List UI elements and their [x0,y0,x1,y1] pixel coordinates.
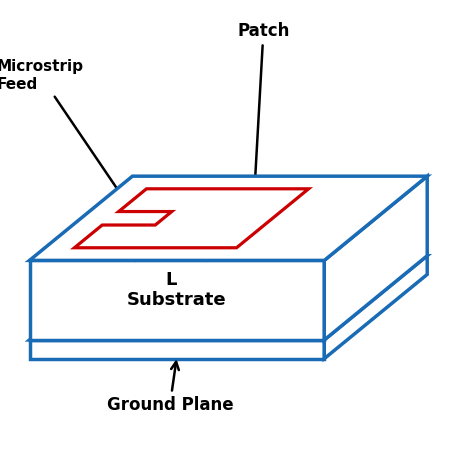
Polygon shape [29,260,324,340]
Text: Substrate: Substrate [127,291,227,309]
Text: Microstrip
Feed: Microstrip Feed [0,59,127,203]
Polygon shape [29,340,324,359]
Polygon shape [324,255,427,359]
Text: Patch: Patch [237,22,290,191]
Polygon shape [324,176,427,340]
Polygon shape [29,255,427,340]
Polygon shape [29,176,427,260]
Text: W: W [298,210,318,228]
Text: L: L [165,271,176,289]
Text: Ground Plane: Ground Plane [107,362,233,414]
